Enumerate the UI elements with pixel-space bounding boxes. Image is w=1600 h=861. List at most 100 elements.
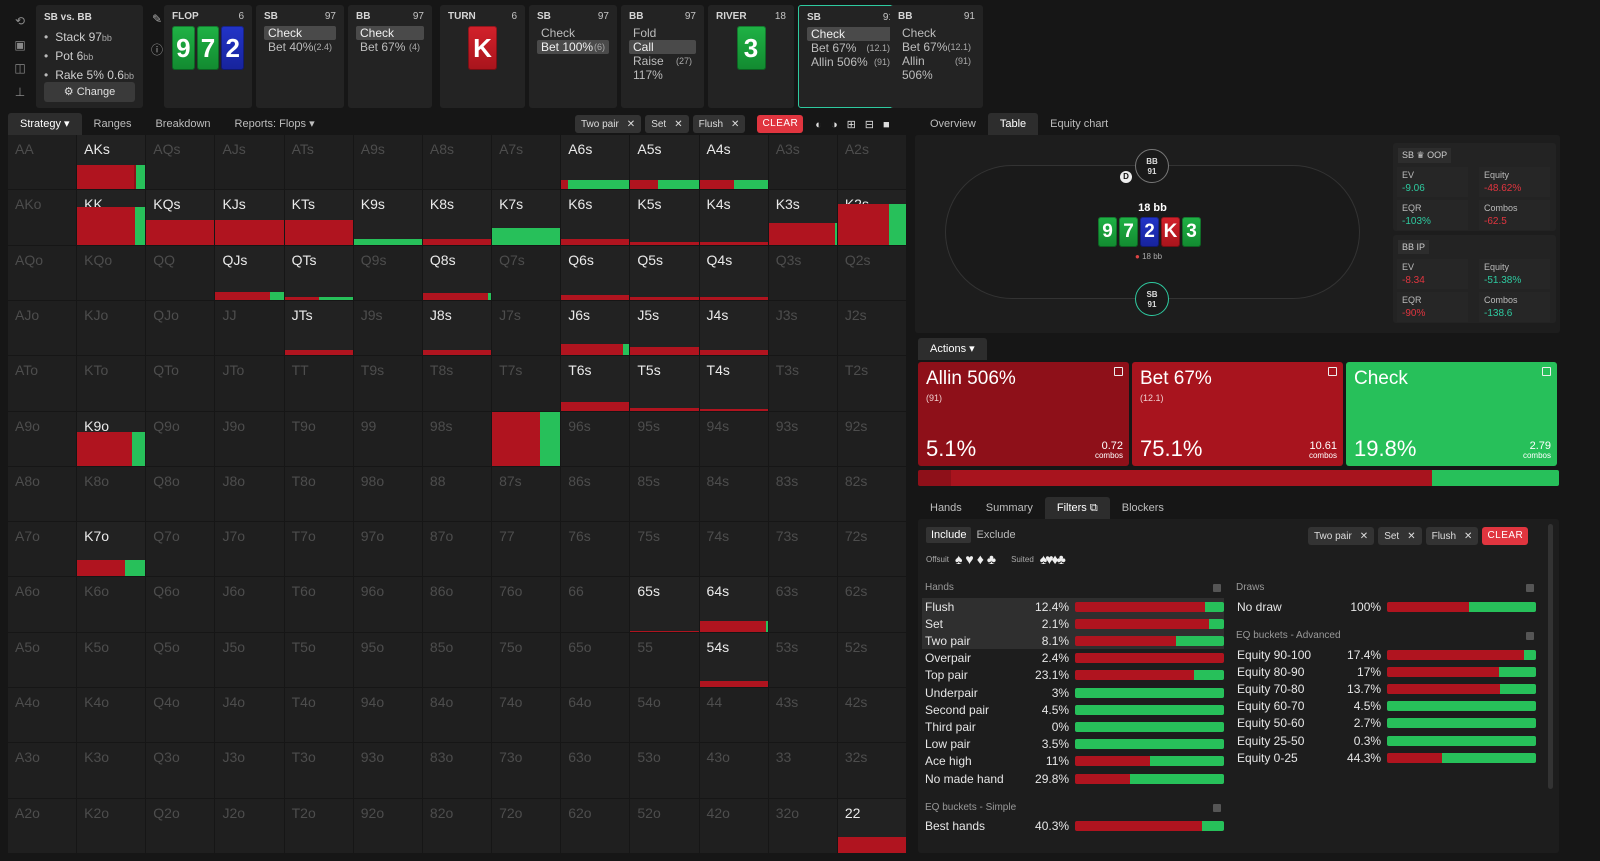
range-cell[interactable]: 82o [422, 798, 492, 853]
exclude-button[interactable]: Exclude [976, 529, 1016, 541]
range-cell[interactable]: Q5o [146, 632, 215, 688]
expand-icon[interactable] [1542, 367, 1551, 376]
collapse-icon[interactable] [1213, 804, 1221, 812]
range-cell[interactable]: TT [284, 356, 353, 411]
range-cell[interactable]: A3s [768, 135, 837, 190]
reset-icon[interactable]: ⟲ [14, 13, 26, 28]
tab-breakdown[interactable]: Breakdown [155, 118, 211, 130]
range-cell[interactable]: 92o [353, 798, 422, 853]
range-cell[interactable]: 43s [768, 688, 837, 743]
range-cell[interactable]: Q2o [146, 798, 215, 853]
range-cell[interactable]: T5o [284, 632, 353, 688]
range-cell[interactable]: A9s [353, 135, 422, 190]
action-option[interactable]: Bet 67% (4) [356, 40, 424, 54]
range-cell[interactable]: 33 [768, 743, 837, 798]
range-cell[interactable]: Q9o [146, 411, 215, 466]
range-cell[interactable]: A7o [8, 522, 77, 577]
scrollbar[interactable] [1548, 524, 1553, 789]
action-option[interactable]: Check [356, 26, 424, 40]
action-card-0[interactable]: Allin 506% (91) 5.1% 0.72 combos [918, 362, 1129, 466]
range-cell[interactable]: J6s [561, 300, 630, 356]
gamepad-icon[interactable]: ◫ [14, 61, 26, 76]
range-cell[interactable]: 77 [492, 522, 561, 577]
range-cell[interactable]: T2s [837, 356, 906, 411]
tab-filters[interactable]: Filters ⧉ [1044, 497, 1110, 519]
range-cell[interactable]: KJs [215, 190, 284, 245]
seat-sb[interactable]: SB 91 [1135, 282, 1169, 316]
filter-row[interactable]: Ace high 11% [922, 753, 1225, 770]
range-cell[interactable]: T6s [561, 356, 630, 411]
street-sb-1[interactable]: SB 97 Check Bet 40% (2.4) [256, 5, 344, 108]
offsuit-suits-icon[interactable]: ♠♥♦♣ [954, 551, 1000, 567]
action-card-2[interactable]: Check 19.8% 2.79 combos [1346, 362, 1557, 466]
range-cell[interactable]: KTs [284, 190, 353, 245]
street-bb-8[interactable]: BB 91 Check Bet 67% (12.1) Allin 506% (91) [890, 5, 983, 108]
action-option[interactable]: Check [537, 26, 609, 40]
range-cell[interactable]: AJo [8, 300, 77, 356]
range-cell[interactable]: 42o [699, 798, 768, 853]
range-cell[interactable]: A6o [8, 577, 77, 632]
range-cell[interactable]: 22 [837, 798, 906, 853]
range-cell[interactable]: AJs [215, 135, 284, 190]
close-icon[interactable]: ✕ [1407, 530, 1416, 542]
range-cell[interactable]: A5s [630, 135, 699, 190]
filter-row[interactable]: Underpair 3% [922, 684, 1225, 701]
tab-blockers[interactable]: Blockers [1121, 502, 1164, 514]
collapse-icon[interactable] [1213, 584, 1221, 592]
tab-equity-chart[interactable]: Equity chart [1050, 118, 1109, 130]
range-cell[interactable]: 32s [837, 743, 906, 798]
range-cell[interactable]: 88 [422, 466, 492, 522]
range-cell[interactable]: T2o [284, 798, 353, 853]
filter-row[interactable]: Equity 0-25 44.3% [1234, 749, 1537, 766]
range-cell[interactable]: K5o [77, 632, 146, 688]
save-icon[interactable]: ▣ [14, 37, 26, 52]
range-cell[interactable]: 96o [353, 577, 422, 632]
range-cell[interactable]: QTo [146, 356, 215, 411]
range-cell[interactable]: T7o [284, 522, 353, 577]
action-option[interactable]: Raise 117% (27) [629, 54, 696, 82]
range-cell[interactable]: J3s [768, 300, 837, 356]
range-cell[interactable]: K8o [77, 466, 146, 522]
range-cell[interactable]: 85o [422, 632, 492, 688]
range-cell[interactable]: KK [77, 190, 146, 245]
range-cell[interactable]: 95o [353, 632, 422, 688]
range-cell[interactable]: Q3s [768, 245, 837, 300]
range-cell[interactable]: 85s [630, 466, 699, 522]
range-cell[interactable]: J9s [353, 300, 422, 356]
action-option[interactable]: Check [264, 26, 336, 40]
range-cell[interactable]: 97s [492, 411, 561, 466]
range-cell[interactable]: 62o [561, 798, 630, 853]
range-cell[interactable]: K7s [492, 190, 561, 245]
filter-row[interactable]: No made hand 29.8% [922, 770, 1225, 787]
range-cell[interactable]: J7o [215, 522, 284, 577]
chip-two-pair[interactable]: Two pair ✕ [575, 115, 642, 133]
range-cell[interactable]: AA [8, 135, 77, 190]
filter-row[interactable]: Top pair 23.1% [922, 667, 1225, 684]
range-cell[interactable]: KQo [77, 245, 146, 300]
close-icon[interactable]: ✕ [1359, 530, 1369, 542]
range-cell[interactable]: 87s [492, 466, 561, 522]
action-option[interactable]: Bet 67% (12.1) [898, 40, 975, 54]
clear-filters-button[interactable]: CLEAR [1482, 527, 1529, 545]
range-cell[interactable]: T4o [284, 688, 353, 743]
range-cell[interactable]: 52o [630, 798, 699, 853]
action-option[interactable]: Bet 100% (6) [537, 40, 609, 54]
range-cell[interactable]: Q4s [699, 245, 768, 300]
range-cell[interactable]: A6s [561, 135, 630, 190]
street-turn-3[interactable]: TURN 6 K [440, 5, 525, 108]
range-cell[interactable]: A4s [699, 135, 768, 190]
filter-row[interactable]: Equity 25-50 0.3% [1234, 732, 1537, 749]
seat-bb[interactable]: BB 91 [1135, 149, 1169, 183]
range-cell[interactable]: JTs [284, 300, 353, 356]
chip-two-pair[interactable]: Two pair ✕ [1308, 527, 1375, 545]
range-cell[interactable]: J5s [630, 300, 699, 356]
range-cell[interactable]: A8o [8, 466, 77, 522]
range-cell[interactable]: 75o [492, 632, 561, 688]
range-cell[interactable]: 55 [630, 632, 699, 688]
range-cell[interactable]: A3o [8, 743, 77, 798]
range-cell[interactable]: J2o [215, 798, 284, 853]
range-cell[interactable]: QQ [146, 245, 215, 300]
range-cell[interactable]: 94s [699, 411, 768, 466]
filter-row[interactable]: Equity 70-80 13.7% [1234, 680, 1537, 697]
range-cell[interactable]: K9s [353, 190, 422, 245]
